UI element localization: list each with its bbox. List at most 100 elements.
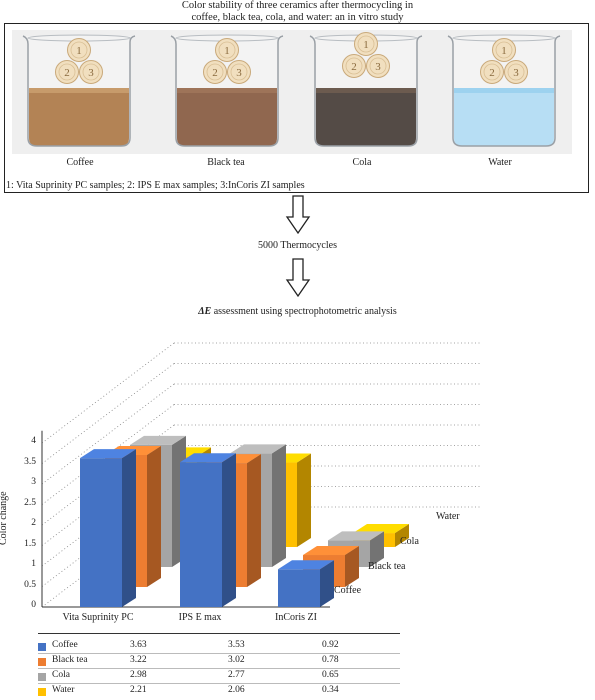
beaker-liquid-surface <box>316 88 416 93</box>
down-arrow-icon <box>285 258 311 298</box>
table-row-divider <box>38 683 400 684</box>
beaker-cola: 12 3 <box>309 32 423 147</box>
bar-side <box>345 546 359 587</box>
sample-number: 2 <box>351 61 357 73</box>
bar-top <box>328 531 384 541</box>
sample-number: 1 <box>363 39 369 51</box>
down-arrow-icon <box>285 195 311 235</box>
bar-side <box>222 453 236 607</box>
table-row-divider <box>38 653 400 654</box>
table-row: Coffee 3.63 3.53 0.92 <box>38 639 403 654</box>
depth-label-water: Water <box>436 511 460 522</box>
bar-coffee-2 <box>278 560 334 607</box>
bar-top <box>278 560 334 570</box>
table-cell: 3.02 <box>228 655 245 665</box>
table-cell: 2.98 <box>130 670 147 680</box>
figure-title-line-1: Color stability of three ceramics after … <box>181 0 414 11</box>
table-row-divider <box>38 668 400 669</box>
sample-number: 2 <box>64 67 70 79</box>
table-row: Water 2.21 2.06 0.34 <box>38 684 403 699</box>
y-tick-label: 3.5 <box>24 456 36 467</box>
legend-series-name: Cola <box>52 670 70 680</box>
sample-number: 1 <box>224 45 230 57</box>
sample-number: 1 <box>501 45 507 57</box>
table-row: Black tea 3.22 3.02 0.78 <box>38 654 403 669</box>
bar-side <box>247 454 261 587</box>
category-label-ips: IPS E max <box>178 612 222 623</box>
figure-title: Color stability of three ceramics after … <box>0 0 595 24</box>
figure-title-line-2: coffee, black tea, cola, and water: an i… <box>191 12 404 23</box>
sample-disc-ring <box>495 41 513 59</box>
bar-side <box>122 449 136 607</box>
beaker-coffee: 12 3 <box>22 34 136 147</box>
sample-disc-ring <box>483 63 501 81</box>
sample-disc-ring <box>507 63 525 81</box>
category-label-vita: Vita Suprinity PC <box>62 612 134 623</box>
beaker-panel <box>4 23 589 193</box>
bar-side <box>297 453 311 547</box>
sample-number: 1 <box>76 45 82 57</box>
beaker-label-black-tea: Black tea <box>207 157 245 168</box>
beaker-liquid <box>316 88 416 146</box>
bar-front <box>180 462 222 607</box>
table-divider <box>38 633 400 634</box>
bar-side <box>147 445 161 587</box>
depth-label-coffee: Coffee <box>334 585 362 596</box>
sample-disc-ring <box>58 63 76 81</box>
y-tick-label: 2.5 <box>24 497 36 508</box>
beaker-liquid <box>177 88 277 146</box>
legend-swatch <box>38 673 46 681</box>
bar-top <box>353 524 409 534</box>
y-tick-label: 0.5 <box>24 579 36 590</box>
y-tick-label: 1 <box>31 559 36 569</box>
sample-disc-ring <box>357 35 375 53</box>
thermocycles-label: 5000 Thermocycles <box>258 240 337 251</box>
legend-swatch <box>38 688 46 696</box>
chart-title: ΔE assessment using spectrophotometric a… <box>0 306 595 317</box>
sample-number: 3 <box>236 67 242 79</box>
y-tick-label: 1.5 <box>24 538 36 549</box>
bar-front <box>80 458 122 607</box>
bar-side <box>395 524 409 547</box>
bar-top <box>80 449 136 459</box>
legend-series-name: Black tea <box>52 655 88 665</box>
table-cell: 0.78 <box>322 655 339 665</box>
table-cell: 3.53 <box>228 640 245 650</box>
beaker-liquid <box>454 88 554 146</box>
bar-chart-3d <box>41 342 480 608</box>
beaker-label-coffee: Coffee <box>66 157 94 168</box>
legend-series-name: Water <box>52 685 75 695</box>
sample-disc-ring <box>82 63 100 81</box>
sample-disc-ring <box>369 57 387 75</box>
sample-number: 3 <box>375 61 381 73</box>
bar-coffee-1 <box>180 453 236 607</box>
sample-disc-ring <box>230 63 248 81</box>
beaker-liquid-surface <box>29 88 129 93</box>
table-row: Cola 2.98 2.77 0.65 <box>38 669 403 684</box>
beaker-black-tea: 12 3 <box>170 34 284 147</box>
bar-top <box>130 435 186 445</box>
sample-disc-ring <box>70 41 88 59</box>
sample-number: 2 <box>212 67 218 79</box>
bar-coffee-0 <box>80 449 136 607</box>
beaker-label-water: Water <box>488 157 512 168</box>
chart-title-text: assessment using spectrophotometric anal… <box>211 306 397 317</box>
legend-swatch <box>38 658 46 666</box>
bar-front <box>278 569 320 607</box>
beaker-glass <box>22 35 136 147</box>
beaker-liquid-surface <box>454 88 554 93</box>
table-cell: 0.65 <box>322 670 339 680</box>
bar-top <box>180 453 236 463</box>
table-cell: 3.22 <box>130 655 147 665</box>
table-cell: 2.77 <box>228 670 245 680</box>
beaker-illustrations: 12 312 312 312 3 <box>12 30 572 154</box>
y-tick-label: 3 <box>31 477 36 487</box>
beaker-label-cola: Cola <box>352 157 372 168</box>
y-tick-label: 0 <box>31 600 36 610</box>
sample-number: 3 <box>513 67 519 79</box>
table-cell: 2.21 <box>130 685 147 695</box>
table-cell: 2.06 <box>228 685 245 695</box>
sample-number: 3 <box>88 67 94 79</box>
samples-legend-note: 1: Vita Suprinity PC samples; 2: IPS E m… <box>6 180 305 191</box>
sample-disc-ring <box>345 57 363 75</box>
